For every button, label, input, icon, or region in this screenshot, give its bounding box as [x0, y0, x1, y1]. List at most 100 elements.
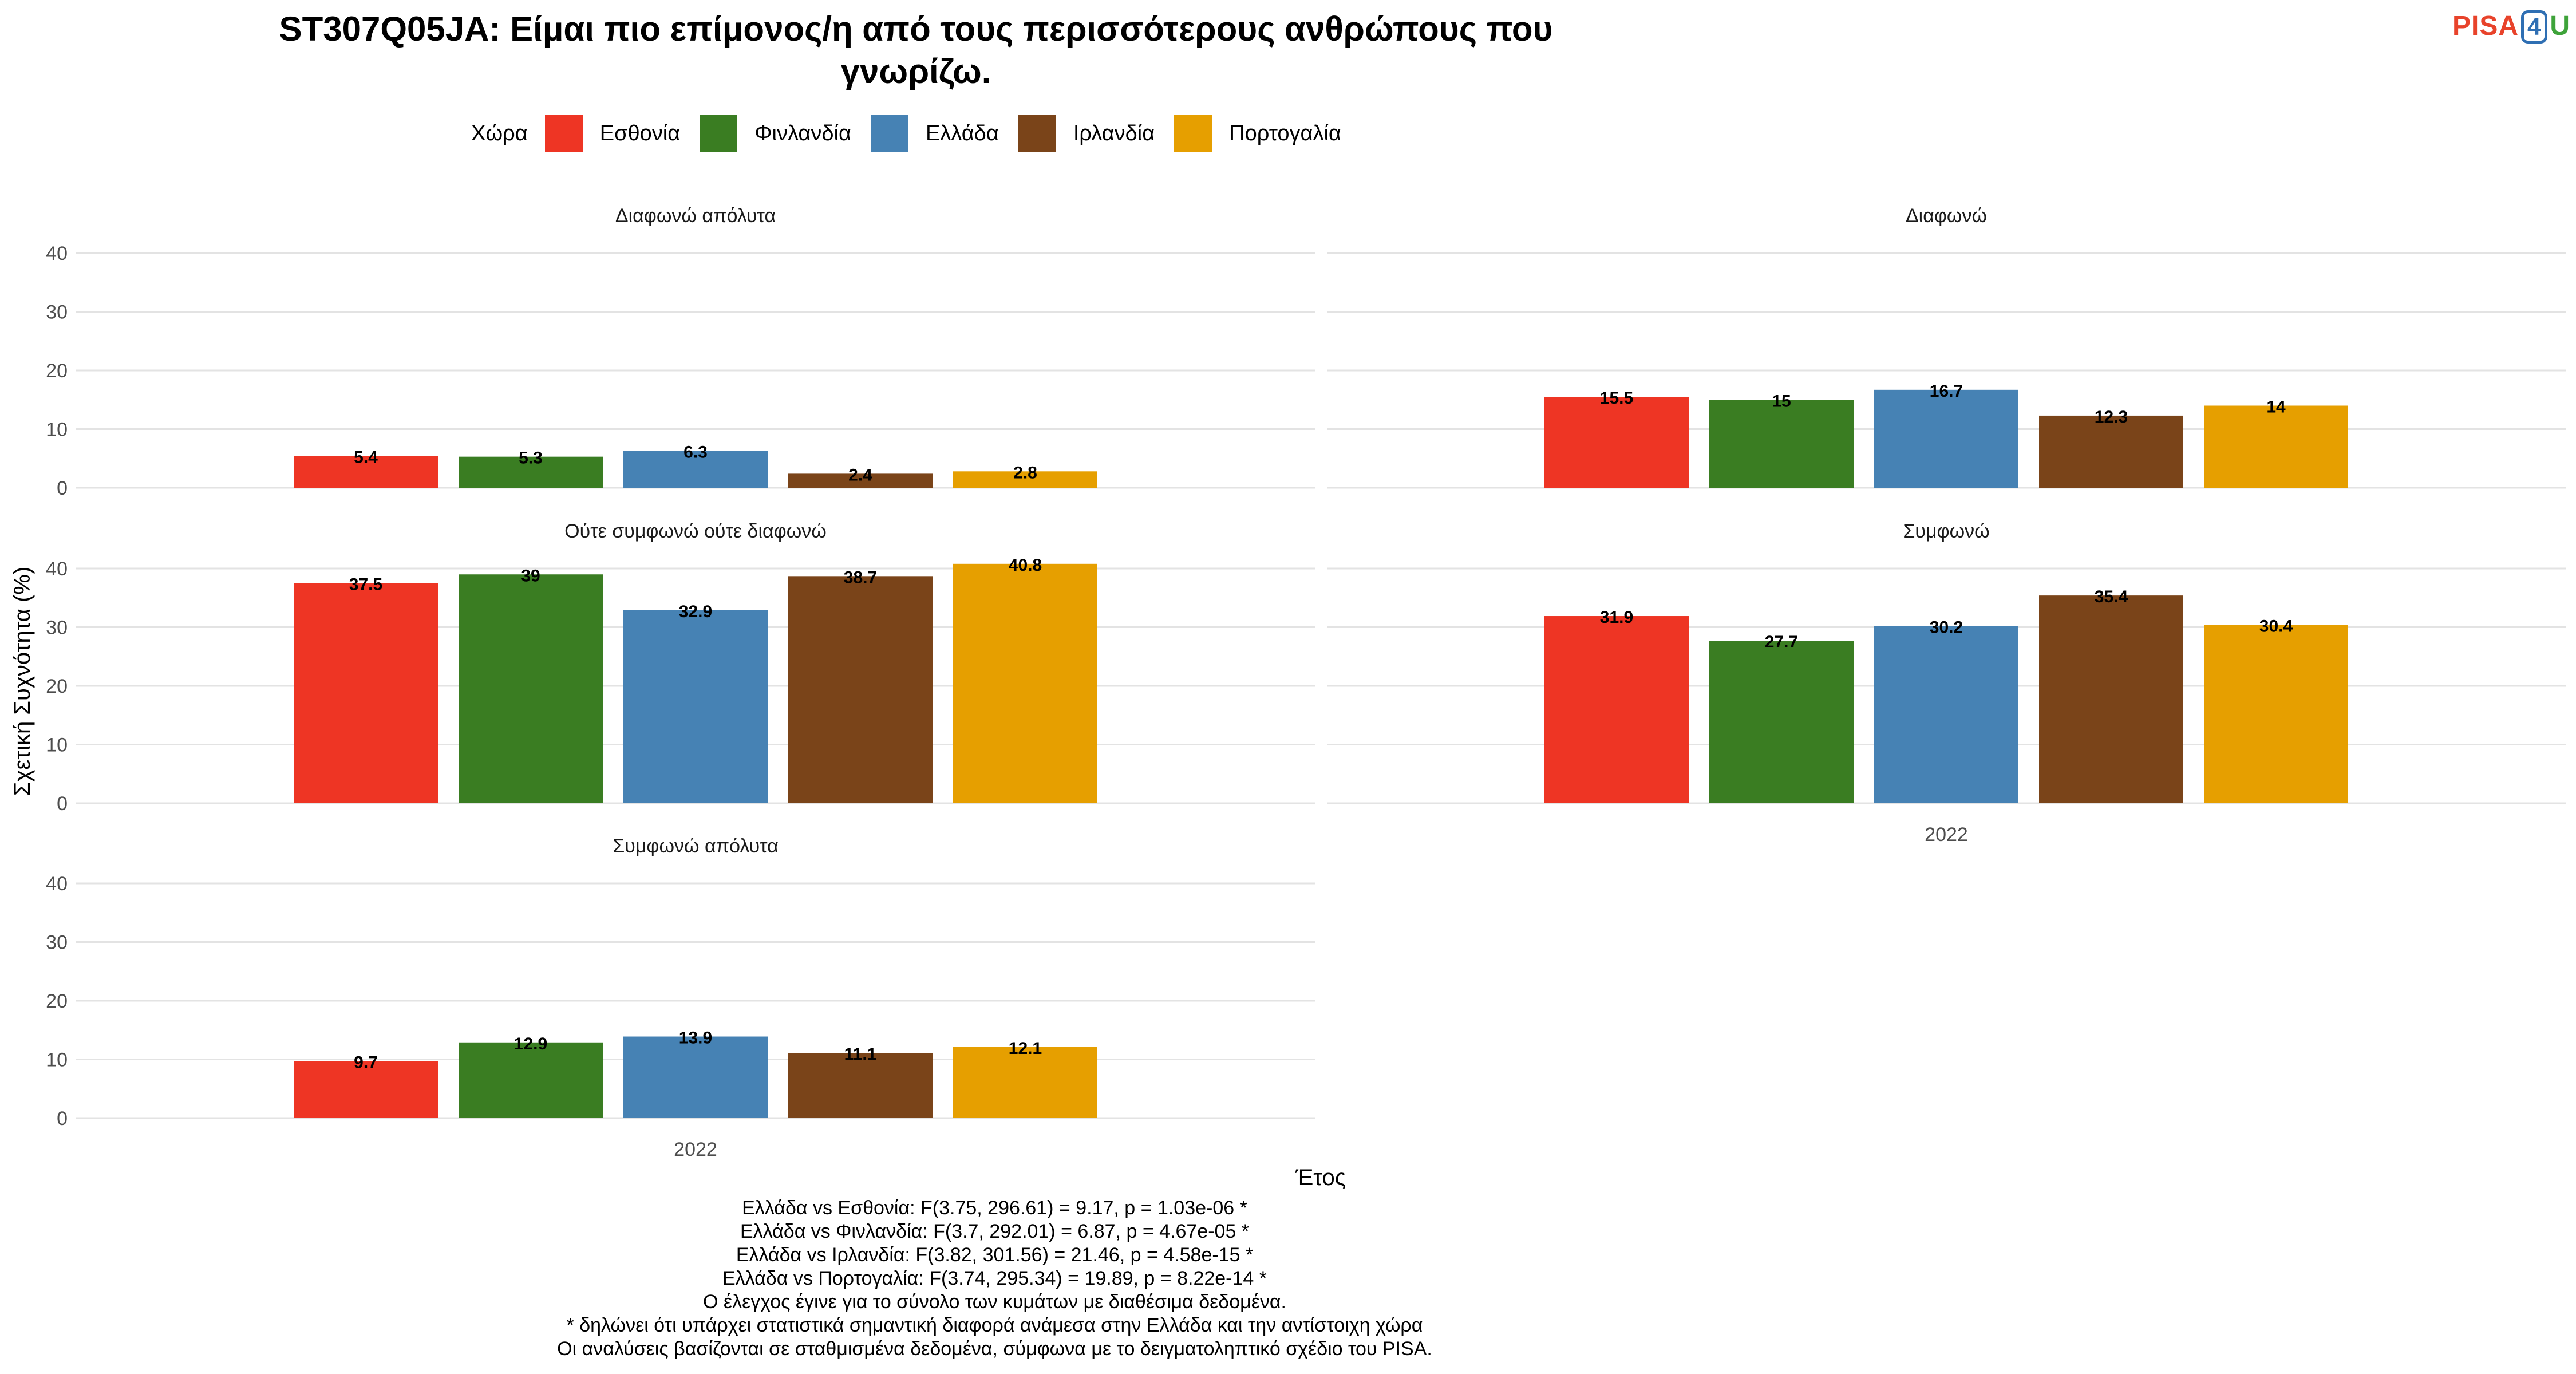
legend-item-finland: Φινλανδία: [700, 114, 851, 152]
facet-title-4: Συμφωνώ: [1903, 520, 1989, 542]
bar-1-portugal: [953, 471, 1097, 488]
legend-key-ireland: [1018, 114, 1056, 152]
bar-4-greece: [1874, 626, 2018, 803]
bar-5-finland: [459, 1042, 603, 1118]
facet-title-2: Διαφωνώ: [1906, 205, 1987, 227]
data-label-5-ireland: 11.1: [844, 1045, 877, 1064]
legend-title: Χώρα: [471, 121, 528, 145]
bar-3-greece: [623, 610, 768, 803]
data-label-4-estonia: 31.9: [1600, 608, 1633, 627]
chart-title-line-2: γνωρίζω.: [840, 52, 991, 90]
bar-2-estonia: [1544, 397, 1689, 488]
bar-3-ireland: [788, 576, 933, 803]
y-tick-label-5-20: 20: [46, 990, 68, 1012]
bar-3-finland: [459, 574, 603, 803]
data-label-1-portugal: 2.8: [1013, 463, 1037, 482]
footnote-1: Ελλάδα vs Εσθονία: F(3.75, 296.61) = 9.1…: [742, 1197, 1247, 1219]
y-tick-label-1-30: 30: [46, 302, 68, 323]
data-label-4-ireland: 35.4: [2095, 587, 2128, 606]
y-tick-label-1-20: 20: [46, 360, 68, 382]
data-label-2-estonia: 15.5: [1600, 389, 1633, 408]
footnote-5: Ο έλεγχος έγινε για το σύνολο των κυμάτω…: [703, 1291, 1286, 1313]
data-label-5-finland: 12.9: [514, 1035, 547, 1053]
y-tick-label-5-10: 10: [46, 1049, 68, 1071]
facet-title-5: Συμφωνώ απόλυτα: [613, 835, 779, 857]
chart-title-line-1: ST307Q05JA: Είμαι πιο επίμονος/η από του…: [279, 10, 1553, 48]
data-label-2-portugal: 14: [2266, 398, 2286, 417]
logo-text-pisa: PISA: [2452, 11, 2519, 41]
data-label-3-ireland: 38.7: [844, 568, 877, 587]
data-label-2-greece: 16.7: [1930, 382, 1963, 401]
data-label-5-portugal: 12.1: [1009, 1039, 1042, 1058]
x-tick-label-5: 2022: [674, 1139, 717, 1160]
legend-label-portugal: Πορτογαλία: [1229, 121, 1341, 145]
bar-2-portugal: [2204, 405, 2348, 488]
y-tick-label-3-30: 30: [46, 617, 68, 639]
bar-4-finland: [1709, 641, 1854, 803]
logo-text-u: U: [2550, 11, 2571, 41]
legend-label-estonia: Εσθονία: [599, 121, 681, 145]
bar-3-estonia: [294, 583, 438, 803]
chart-title: ST307Q05JA: Είμαι πιο επίμονος/η από του…: [0, 8, 1832, 93]
bar-2-greece: [1874, 389, 2018, 488]
y-axis-title: Σχετική Συχνότητα (%): [10, 567, 35, 796]
legend-key-finland: [700, 114, 738, 152]
logo-text-4: 4: [2521, 10, 2548, 44]
data-label-3-finland: 39: [521, 566, 540, 585]
legend: Χώρα Εσθονία Φινλανδία Ελλάδα Ιρλανδία Π…: [0, 114, 1832, 152]
y-tick-label-1-0: 0: [57, 477, 68, 499]
data-label-2-finland: 15: [1772, 392, 1791, 410]
bar-5-portugal: [953, 1047, 1097, 1118]
data-label-4-portugal: 30.4: [2259, 617, 2293, 635]
legend-key-estonia: [544, 114, 583, 152]
legend-label-finland: Φινλανδία: [754, 121, 851, 145]
y-tick-label-3-10: 10: [46, 735, 68, 756]
legend-label-ireland: Ιρλανδία: [1073, 121, 1155, 145]
legend-key-portugal: [1174, 114, 1212, 152]
legend-item-ireland: Ιρλανδία: [1018, 114, 1155, 152]
bar-2-finland: [1709, 400, 1854, 488]
bar-1-ireland: [788, 473, 933, 488]
facet-title-3: Ούτε συμφωνώ ούτε διαφωνώ: [564, 520, 827, 542]
y-tick-label-1-40: 40: [46, 243, 68, 264]
footnote-7: Οι αναλύσεις βασίζονται σε σταθμισμένα δ…: [557, 1338, 1432, 1360]
legend-item-portugal: Πορτογαλία: [1174, 114, 1341, 152]
y-tick-label-5-30: 30: [46, 932, 68, 954]
data-label-1-estonia: 5.4: [354, 448, 378, 467]
pisa4u-logo: PISA 4 U: [2452, 10, 2570, 44]
x-axis-title: Έτος: [1295, 1165, 1346, 1190]
bar-4-ireland: [2039, 595, 2183, 803]
footnotes: Ελλάδα vs Εσθονία: F(3.75, 296.61) = 9.1…: [0, 1197, 1989, 1361]
bar-1-greece: [623, 451, 768, 488]
bar-5-ireland: [788, 1053, 933, 1118]
y-tick-label-5-0: 0: [57, 1108, 68, 1130]
data-label-1-ireland: 2.4: [848, 465, 872, 484]
data-label-1-finland: 5.3: [519, 449, 543, 468]
data-label-2-ireland: 12.3: [2095, 408, 2128, 427]
footnote-4: Ελλάδα vs Πορτογαλία: F(3.74, 295.34) = …: [722, 1268, 1267, 1289]
footnote-3: Ελλάδα vs Ιρλανδία: F(3.82, 301.56) = 21…: [736, 1244, 1254, 1266]
legend-key-greece: [870, 114, 908, 152]
bar-1-estonia: [294, 456, 438, 488]
legend-label-greece: Ελλάδα: [925, 121, 999, 145]
data-label-1-greece: 6.3: [683, 443, 708, 461]
y-tick-label-3-0: 0: [57, 793, 68, 815]
y-tick-label-5-40: 40: [46, 873, 68, 895]
y-tick-label-3-40: 40: [46, 558, 68, 580]
y-tick-label-3-20: 20: [46, 676, 68, 697]
data-label-5-greece: 13.9: [679, 1029, 712, 1048]
data-label-3-portugal: 40.8: [1009, 556, 1042, 575]
data-label-3-greece: 32.9: [679, 602, 712, 621]
bar-3-portugal: [953, 563, 1097, 803]
y-tick-label-1-10: 10: [46, 419, 68, 441]
bar-5-estonia: [294, 1061, 438, 1118]
bar-2-ireland: [2039, 415, 2183, 488]
x-tick-label-4: 2022: [1925, 824, 1968, 846]
legend-item-greece: Ελλάδα: [870, 114, 999, 152]
data-label-4-finland: 27.7: [1765, 633, 1798, 652]
footnote-2: Ελλάδα vs Φινλανδία: F(3.7, 292.01) = 6.…: [740, 1221, 1250, 1242]
data-label-3-estonia: 37.5: [349, 575, 382, 594]
bar-1-finland: [459, 456, 603, 488]
legend-item-estonia: Εσθονία: [544, 114, 681, 152]
